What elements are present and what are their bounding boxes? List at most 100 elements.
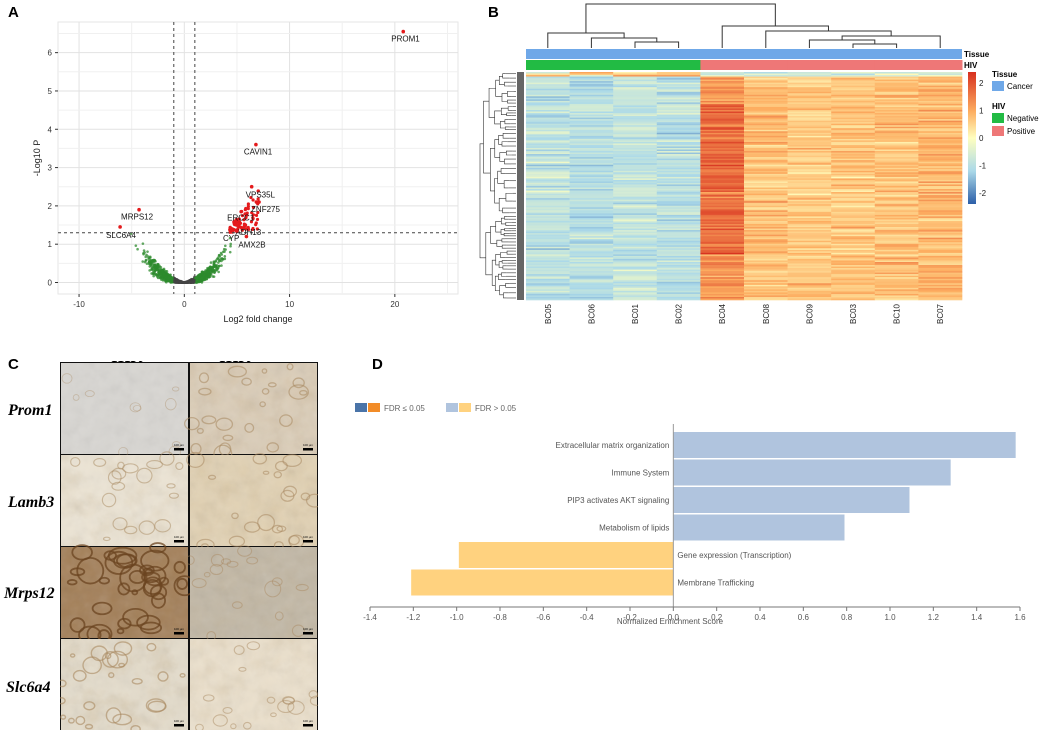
heatmap-cell: [656, 170, 701, 173]
heatmap-cell: [569, 119, 614, 121]
heatmap-cell: [700, 126, 745, 129]
hiv-track-cell: [700, 60, 745, 70]
scale-tick-label: -1: [979, 162, 987, 171]
heatmap-cell: [744, 97, 788, 100]
heatmap-cell: [613, 205, 658, 208]
heatmap-cell: [787, 251, 832, 254]
ihc-tissue-structure: [244, 422, 255, 433]
labeled-point-label: ZNF275: [251, 205, 280, 214]
heatmap-cell: [831, 160, 876, 162]
row-dendro-branch: [498, 261, 503, 268]
scale-bar: [303, 448, 313, 451]
heatmap-cell: [526, 192, 570, 194]
heatmap-cell: [656, 120, 701, 123]
heatmap-cell: [874, 108, 919, 111]
heatmap-cell: [569, 123, 614, 126]
x-tick-label: 0.0: [668, 613, 680, 622]
heatmap-cell: [700, 204, 745, 207]
heatmap-cell: [918, 269, 963, 272]
heatmap-cell: [526, 163, 570, 166]
heatmap-cell: [874, 190, 919, 193]
heatmap-cell: [918, 116, 963, 118]
ihc-tissue-structure: [106, 650, 129, 669]
heatmap-cell: [744, 93, 788, 96]
data-point: [154, 269, 157, 272]
heatmap-cell: [874, 123, 919, 126]
heatmap-cell: [874, 251, 919, 254]
heatmap-cell: [918, 163, 963, 166]
heatmap-cell: [526, 190, 570, 193]
heatmap-cell: [526, 293, 570, 296]
heatmap-cell: [569, 175, 614, 178]
heatmap-cell: [874, 102, 919, 105]
heatmap-cell: [526, 106, 570, 109]
heatmap-cell: [613, 228, 658, 231]
heatmap-cell: [874, 116, 919, 118]
ihc-image-mrps12-hiv-pos: 100 µm: [185, 545, 317, 642]
heatmap-cell: [700, 186, 745, 188]
row-dendro-branch: [503, 232, 510, 237]
heatmap-cell: [656, 176, 701, 179]
heatmap-cell: [918, 265, 963, 267]
heatmap-cell: [787, 201, 832, 204]
row-dendro-branch: [498, 135, 504, 145]
heatmap-cell: [613, 111, 658, 114]
heatmap-cell: [700, 198, 745, 200]
heatmap-cell: [787, 131, 832, 134]
heatmap-cell: [700, 196, 745, 199]
heatmap-cell: [744, 131, 788, 134]
ihc-tissue-structure: [136, 614, 161, 631]
heatmap-cell: [874, 262, 919, 264]
heatmap-cell: [874, 125, 919, 128]
heatmap-cell: [744, 263, 788, 266]
heatmap-cell: [700, 169, 745, 172]
heatmap-cell: [831, 225, 876, 228]
heatmap-cell: [918, 84, 963, 86]
heatmap-cell: [700, 230, 745, 232]
row-dendro-branch: [498, 76, 505, 85]
heatmap-cell: [700, 141, 745, 144]
heatmap-cell: [918, 249, 963, 252]
ihc-tissue-structure: [69, 617, 86, 633]
heatmap-cell: [831, 148, 876, 150]
ihc-tissue-structure: [276, 525, 287, 532]
heatmap-cell: [656, 184, 701, 187]
heatmap-cell: [831, 111, 876, 114]
heatmap-cell: [787, 172, 832, 175]
heatmap-cell: [526, 141, 570, 144]
heatmap-cell: [613, 81, 658, 83]
heatmap: Tissue HIV BC05 BC06 BC01 BC02 BC04 BC08 BC09 B…: [479, 3, 1039, 324]
heatmap-cell: [787, 281, 832, 284]
heatmap-cell: [656, 134, 701, 137]
heatmap-cell: [744, 193, 788, 196]
heatmap-cell: [744, 85, 788, 88]
heatmap-cell: [613, 134, 658, 137]
heatmap-cell: [700, 96, 745, 99]
ihc-grain-texture: [61, 455, 188, 546]
heatmap-cell: [918, 75, 963, 77]
heatmap-cell: [874, 135, 919, 138]
heatmap-cell: [744, 240, 788, 243]
data-point: [148, 259, 151, 263]
data-point: [219, 251, 223, 255]
row-dendro-branch: [502, 265, 508, 270]
heatmap-cell: [831, 164, 876, 167]
heatmap-cell: [656, 198, 701, 200]
heatmap-cell: [656, 84, 701, 86]
heatmap-cell: [569, 135, 614, 138]
heatmap-cell: [700, 90, 745, 93]
heatmap-cell: [744, 152, 788, 155]
heatmap-cell: [656, 252, 701, 255]
heatmap-cell: [831, 263, 876, 266]
heatmap-cell: [787, 255, 832, 258]
row-dendro-branch: [503, 180, 510, 189]
heatmap-cell: [656, 113, 701, 115]
data-point: [223, 250, 226, 253]
heatmap-cell: [613, 284, 658, 287]
heatmap-cell: [831, 161, 876, 164]
heatmap-cell: [613, 117, 658, 120]
row-dendro-branch: [507, 99, 514, 104]
heatmap-cell: [874, 84, 919, 86]
heatmap-cell: [656, 99, 701, 102]
heatmap-cell: [874, 122, 919, 124]
